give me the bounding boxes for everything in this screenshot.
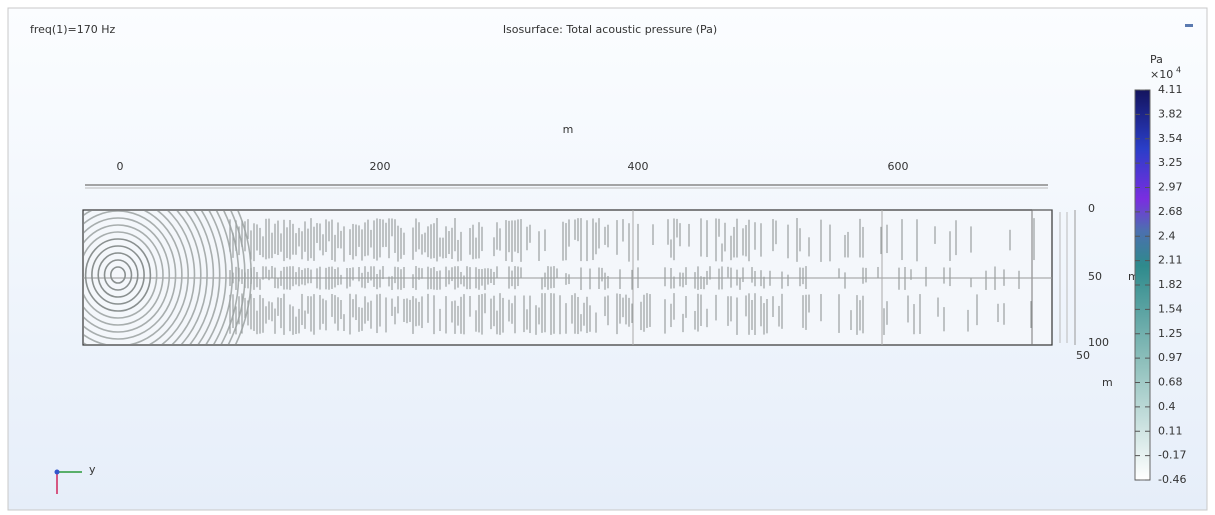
isosurface-ring — [180, 211, 208, 344]
colorbar-label: 1.82 — [1158, 278, 1183, 291]
isosurface-ring — [84, 211, 189, 344]
z-axis-label: m — [1102, 376, 1113, 389]
triad-label: y — [89, 463, 96, 476]
colorbar-label: 2.97 — [1158, 181, 1183, 194]
toolbar-icon[interactable] — [1185, 24, 1193, 27]
colorbar-label: 1.25 — [1158, 327, 1183, 340]
colorbar-label: 4.11 — [1158, 83, 1183, 96]
x-tick-label: 0 — [117, 160, 124, 173]
colorbar-multiplier: ×10 — [1150, 68, 1173, 81]
colorbar-label: 0.4 — [1158, 400, 1176, 413]
isosurface-ring — [97, 252, 139, 298]
colorbar-unit: Pa — [1150, 53, 1163, 66]
colorbar-label: 3.82 — [1158, 107, 1183, 120]
isosurface-ring — [197, 211, 221, 344]
isosurface-ring — [91, 245, 145, 305]
isosurface-ring — [189, 211, 215, 344]
colorbar-label: -0.17 — [1158, 449, 1186, 462]
x-axis-label: m — [563, 123, 574, 136]
colorbar-exponent: 4 — [1176, 66, 1181, 75]
colorbar-label: 1.54 — [1158, 302, 1183, 315]
colorbar-label: 0.68 — [1158, 376, 1183, 389]
colorbar-label: 0.11 — [1158, 424, 1183, 437]
x-tick-label: 200 — [370, 160, 391, 173]
colorbar-label: 0.97 — [1158, 351, 1183, 364]
isosurface-ring — [110, 266, 127, 284]
isosurface-ring — [205, 211, 227, 344]
isosurface-ring — [84, 231, 158, 319]
isosurface-ring — [161, 211, 196, 344]
isosurface-ring — [84, 211, 177, 340]
colorbar-label: 3.54 — [1158, 132, 1183, 145]
isosurface-ring — [84, 211, 183, 344]
triad-origin — [54, 469, 60, 475]
isosurface-ring — [84, 217, 171, 333]
isosurface-ring — [103, 259, 133, 291]
isosurface-ring — [171, 211, 202, 344]
colorbar-label: 2.4 — [1158, 229, 1176, 242]
parameter-label: freq(1)=170 Hz — [30, 23, 115, 36]
x-tick-label: 600 — [888, 160, 909, 173]
y-tick-label: 100 — [1088, 336, 1109, 349]
z-tick-label: 50 — [1076, 349, 1090, 362]
y-tick-label: 0 — [1088, 202, 1095, 215]
colorbar-label: 2.68 — [1158, 205, 1183, 218]
domain-box — [82, 209, 1053, 346]
y-axis-label: m — [1128, 270, 1139, 283]
coordinate-triad: y — [54, 463, 96, 494]
isosurface-ring — [212, 211, 234, 344]
colorbar-label: 3.25 — [1158, 156, 1183, 169]
colorbar-label: -0.46 — [1158, 473, 1186, 486]
isosurface — [84, 211, 1035, 344]
isosurface-ring — [84, 224, 164, 326]
colorbar-label: 2.11 — [1158, 254, 1183, 267]
plot-title: Isosurface: Total acoustic pressure (Pa) — [503, 23, 717, 36]
y-tick-label: 50 — [1088, 270, 1102, 283]
x-tick-label: 400 — [628, 160, 649, 173]
isosurface-ring — [84, 238, 152, 312]
